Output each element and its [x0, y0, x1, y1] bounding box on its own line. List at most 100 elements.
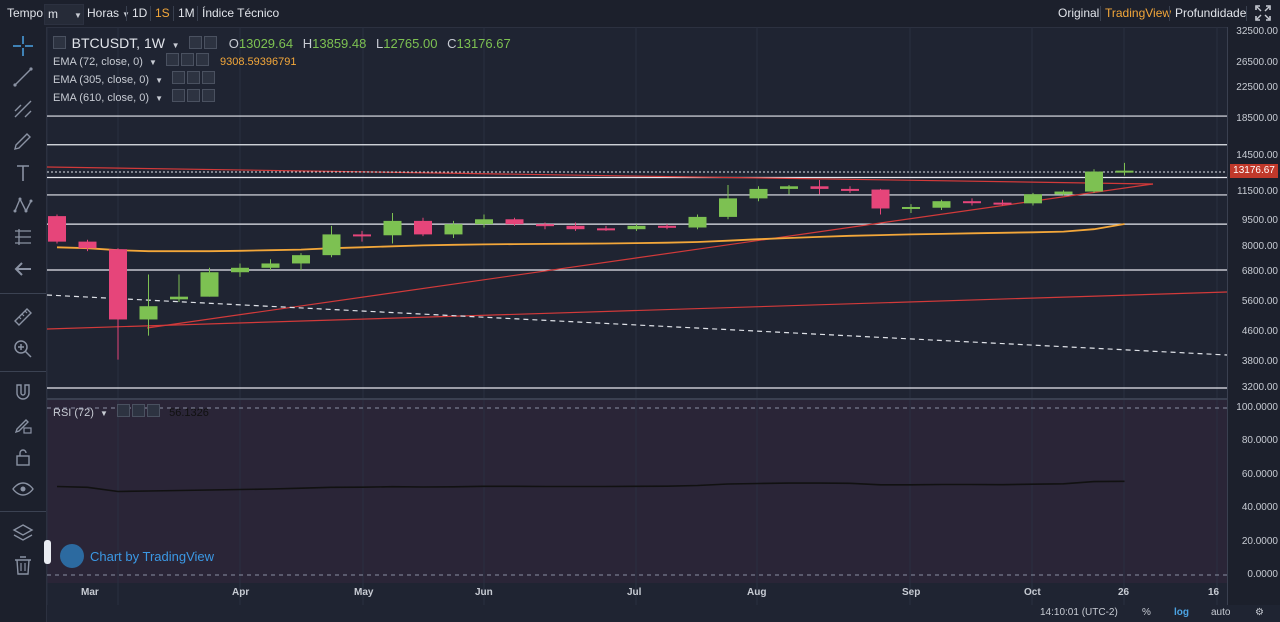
candle [1115, 170, 1134, 173]
view-original-button[interactable]: Original [1058, 6, 1100, 20]
close-icon[interactable] [202, 89, 216, 102]
price-chart[interactable] [47, 27, 1227, 605]
candle [993, 202, 1012, 205]
settings-icon[interactable] [132, 404, 146, 417]
toolbar-divider [1100, 6, 1101, 21]
price-tick: 14500.00 [1236, 149, 1278, 161]
settings-icon[interactable] [187, 89, 201, 102]
chevron-down-icon[interactable]: ▼ [155, 76, 163, 85]
time-axis[interactable]: Mar Apr May Jun Jul Aug Sep Oct 26 16 [47, 583, 1227, 605]
text-icon[interactable] [11, 161, 35, 185]
settings-icon[interactable] [117, 404, 131, 417]
magnet-icon[interactable] [11, 381, 35, 405]
time-label: May [354, 587, 374, 598]
candle [688, 216, 707, 228]
candle [444, 224, 463, 235]
candle [78, 241, 97, 249]
rsi-tick: 0.0000 [1247, 569, 1278, 580]
current-price-tag: 13176.67 [1230, 164, 1278, 178]
ruler-icon[interactable] [11, 305, 35, 329]
bottom-bar: 14:10:01 (UTC-2) % log auto ⚙ [1000, 605, 1280, 622]
time-label: Apr [232, 587, 250, 598]
clock: 14:10:01 (UTC-2) [1040, 607, 1118, 618]
price-tick: 5600.00 [1241, 296, 1278, 308]
tempo-select[interactable]: m ▼ [44, 4, 84, 25]
tradingview-logo-icon [60, 544, 84, 568]
ema-label[interactable]: EMA (305, close, 0) [53, 74, 149, 86]
settings-icon[interactable] [189, 36, 203, 49]
price-tick: 18500.00 [1236, 112, 1278, 124]
symbol-name[interactable]: BTCUSDT, 1W [71, 35, 165, 51]
ema-label[interactable]: EMA (610, close, 0) [53, 92, 149, 104]
view-tradingview-button[interactable]: TradingView [1105, 6, 1172, 20]
price-tick: 26500.00 [1236, 57, 1278, 69]
candle [414, 220, 432, 235]
candle [658, 225, 676, 228]
back-arrow-icon[interactable] [11, 257, 35, 281]
auto-toggle[interactable]: auto [1211, 607, 1231, 618]
zoom-icon[interactable] [11, 337, 35, 361]
rsi-legend: RSI (72) ▼ 56.1326 [53, 404, 209, 419]
scroll-handle[interactable] [44, 540, 51, 564]
ema-label[interactable]: EMA (72, close, 0) [53, 56, 143, 68]
gear-icon[interactable]: ⚙ [1255, 607, 1264, 618]
horas-dropdown[interactable]: Horas▼ [84, 4, 133, 23]
settings-icon[interactable] [172, 71, 186, 84]
chevron-down-icon: ▼ [122, 10, 130, 19]
low-value: 12765.00 [383, 36, 438, 51]
candle [597, 228, 615, 231]
price-tick: 9500.00 [1241, 214, 1278, 226]
settings-icon[interactable] [180, 53, 194, 66]
close-icon[interactable] [147, 404, 161, 417]
view-profundidade-button[interactable]: Profundidade [1175, 6, 1247, 20]
settings-icon[interactable] [172, 89, 186, 102]
chevron-down-icon[interactable]: ▼ [171, 41, 180, 50]
close-icon[interactable] [202, 71, 216, 84]
rsi-tick: 80.0000 [1241, 435, 1278, 447]
candle [749, 188, 768, 199]
indice-tecnico-button[interactable]: Índice Técnico [202, 6, 280, 20]
candle [1085, 171, 1103, 192]
candle [871, 189, 890, 209]
layers-icon[interactable] [11, 521, 35, 545]
stay-drawing-icon[interactable] [11, 413, 35, 437]
chart-area[interactable] [47, 27, 1227, 605]
log-toggle[interactable]: log [1174, 607, 1189, 618]
price-axis[interactable]: 32500.00 26500.00 22500.00 18500.00 14500.00… [1227, 26, 1280, 605]
low-label: L [376, 36, 384, 51]
settings-icon[interactable] [165, 53, 179, 66]
crosshair-icon[interactable] [11, 34, 35, 58]
candle [1054, 191, 1073, 195]
chevron-down-icon[interactable]: ▼ [155, 94, 163, 103]
candle [963, 201, 981, 204]
fullscreen-icon[interactable] [1252, 4, 1280, 23]
settings-icon[interactable] [204, 36, 218, 49]
candle [48, 216, 66, 242]
interval-1s-button[interactable]: 1S [155, 6, 170, 20]
time-label: Sep [902, 587, 921, 598]
interval-1d-button[interactable]: 1D [132, 6, 148, 20]
interval-1m-button[interactable]: 1M [178, 6, 195, 20]
eye-icon[interactable] [11, 477, 35, 501]
tradingview-watermark[interactable]: Chart by TradingView [60, 544, 214, 568]
brush-icon[interactable] [11, 129, 35, 153]
lock-icon[interactable] [11, 445, 35, 469]
candle [322, 234, 341, 256]
percent-toggle[interactable]: % [1142, 607, 1151, 618]
prediction-icon[interactable] [11, 225, 35, 249]
trash-icon[interactable] [11, 553, 35, 577]
fib-icon[interactable] [11, 97, 35, 121]
hide-icon[interactable] [53, 36, 66, 49]
price-tick: 22500.00 [1236, 82, 1278, 94]
chevron-down-icon[interactable]: ▼ [100, 409, 108, 418]
rsi-label[interactable]: RSI (72) [53, 407, 94, 419]
settings-icon[interactable] [187, 71, 201, 84]
price-tick: 8000.00 [1241, 241, 1278, 253]
chevron-down-icon[interactable]: ▼ [148, 58, 157, 67]
close-icon[interactable] [195, 53, 209, 66]
time-label: Aug [747, 587, 767, 598]
price-tick: 4600.00 [1241, 326, 1278, 338]
candle [261, 263, 280, 268]
trendline-icon[interactable] [11, 65, 35, 89]
pattern-icon[interactable] [11, 193, 35, 217]
